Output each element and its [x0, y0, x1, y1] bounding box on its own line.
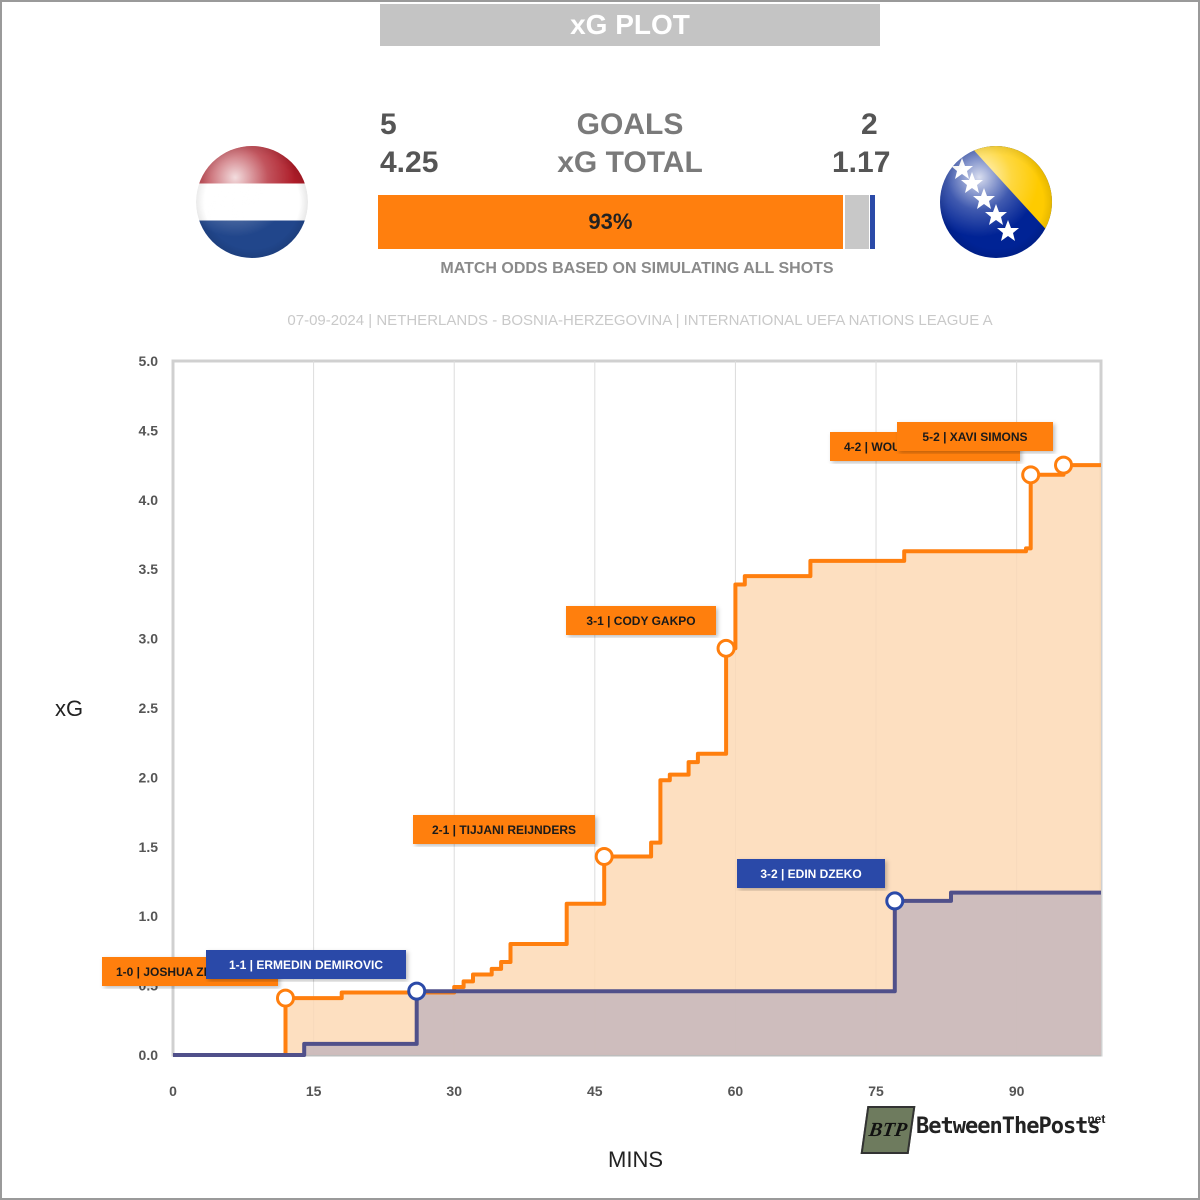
away-goals: 2 — [861, 108, 878, 141]
logo-text: BetweenThePosts — [916, 1114, 1101, 1139]
page-title: xG PLOT — [380, 4, 880, 46]
home-goals: 5 — [380, 108, 397, 141]
home-win-odds: 93% — [378, 195, 843, 249]
odds-caption: MATCH ODDS BASED ON SIMULATING ALL SHOTS — [440, 260, 834, 277]
logo-badge: BTP — [860, 1106, 916, 1154]
xg-total-label: xG TOTAL — [557, 146, 703, 179]
goals-label: GOALS — [576, 108, 684, 141]
logo-suffix: .net — [1084, 1112, 1106, 1126]
netherlands-flag-icon — [196, 146, 308, 258]
match-info: 07-09-2024 | NETHERLANDS - BOSNIA-HERZEG… — [287, 312, 993, 329]
bosnia-herzegovina-flag-icon — [940, 146, 1052, 258]
y-axis-title: xG — [55, 696, 84, 721]
draw-odds — [844, 195, 869, 249]
home-xg-total: 4.25 — [380, 146, 439, 179]
x-axis-title: MINS — [608, 1147, 663, 1172]
away-xg-total: 1.17 — [832, 146, 891, 179]
betweentheposts-logo: BTP BetweenThePosts .net — [860, 1106, 1114, 1154]
match-odds-bar: 93% — [378, 195, 880, 249]
away-win-odds — [869, 195, 875, 249]
